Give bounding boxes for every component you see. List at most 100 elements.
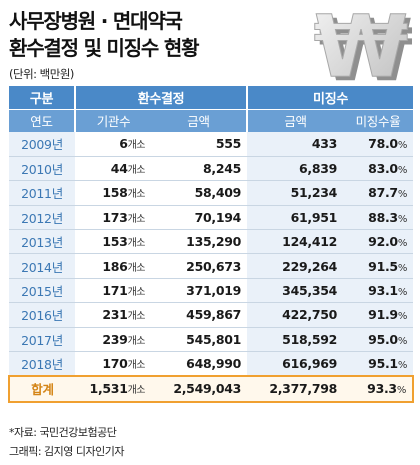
table-row: 2015년 171개소 371,019 345,354 93.1% xyxy=(9,278,414,304)
decision-amount-cell: 135,290 xyxy=(151,229,248,255)
status-table: 구분 환수결정 미징수 연도 기관수 금액 금액 미징수율 2009년 6개소 55… xyxy=(8,86,415,403)
year-cell: 2018년 xyxy=(9,351,75,377)
institution-count-cell: 173개소 xyxy=(75,205,151,231)
year-cell: 2011년 xyxy=(9,180,75,206)
count-suffix: 개소 xyxy=(127,287,146,299)
total-decision-cell: 2,549,043 xyxy=(151,374,248,403)
uncollected-rate-cell: 87.7% xyxy=(343,180,414,206)
decision-amount-cell: 545,801 xyxy=(151,327,248,353)
header-amount-decision: 금액 xyxy=(151,109,248,132)
uncollected-rate-cell: 95.0% xyxy=(343,327,414,353)
uncollected-rate-value: 91.9 xyxy=(368,307,398,323)
percent-suffix: % xyxy=(397,238,408,250)
year-cell: 2015년 xyxy=(9,278,75,304)
table-row: 2012년 173개소 70,194 61,951 88.3% xyxy=(9,205,414,231)
total-uncollected-cell: 2,377,798 xyxy=(247,374,344,403)
decision-amount-cell: 70,194 xyxy=(151,205,248,231)
percent-suffix: % xyxy=(397,140,408,152)
decision-amount-cell: 8,245 xyxy=(151,156,248,182)
total-count-cell: 1,531개소 xyxy=(75,374,151,403)
institution-count-value: 44 xyxy=(110,161,128,177)
header-institutions: 기관수 xyxy=(74,109,151,132)
institution-count-cell: 6개소 xyxy=(75,132,151,157)
institution-count-value: 171 xyxy=(102,283,128,299)
uncollected-amount-cell: 616,969 xyxy=(247,351,344,377)
count-suffix: 개소 xyxy=(127,238,146,250)
uncollected-rate-cell: 91.9% xyxy=(343,302,414,328)
institution-count-value: 239 xyxy=(102,331,128,347)
uncollected-rate-value: 91.5 xyxy=(368,258,398,274)
percent-suffix: % xyxy=(397,262,408,274)
total-label-cell: 합계 xyxy=(8,374,75,403)
uncollected-rate-value: 95.0 xyxy=(368,331,398,347)
uncollected-rate-value: 95.1 xyxy=(368,355,398,371)
year-cell: 2010년 xyxy=(9,156,75,182)
uncollected-rate-value: 87.7 xyxy=(368,185,398,201)
count-suffix: 개소 xyxy=(127,311,146,323)
header-group-decision: 환수결정 xyxy=(73,86,248,110)
header-year: 연도 xyxy=(9,109,75,132)
decision-amount-cell: 648,990 xyxy=(151,351,248,377)
uncollected-amount-cell: 61,951 xyxy=(247,205,344,231)
uncollected-rate-value: 78.0 xyxy=(368,136,398,152)
institution-count-cell: 158개소 xyxy=(75,180,151,206)
decision-amount-cell: 459,867 xyxy=(151,302,248,328)
year-cell: 2012년 xyxy=(9,205,75,231)
count-suffix: 개소 xyxy=(127,165,146,177)
decision-amount-cell: 371,019 xyxy=(151,278,248,304)
year-cell: 2016년 xyxy=(9,302,75,328)
uncollected-amount-cell: 6,839 xyxy=(247,156,344,182)
decision-amount-cell: 555 xyxy=(151,132,248,157)
uncollected-amount-cell: 433 xyxy=(247,132,344,157)
institution-count-cell: 239개소 xyxy=(75,327,151,353)
institution-count-cell: 170개소 xyxy=(75,351,151,377)
table-row: 2014년 186개소 250,673 229,264 91.5% xyxy=(9,253,414,279)
table-row: 2011년 158개소 58,409 51,234 87.7% xyxy=(9,180,414,206)
institution-count-value: 186 xyxy=(102,258,128,274)
total-row: 합계 1,531개소 2,549,043 2,377,798 93.3% xyxy=(8,374,415,403)
institution-count-cell: 44개소 xyxy=(75,156,151,182)
uncollected-rate-cell: 95.1% xyxy=(343,351,414,377)
total-count-value: 1,531 xyxy=(89,381,128,397)
uncollected-rate-cell: 92.0% xyxy=(343,229,414,255)
uncollected-rate-value: 92.0 xyxy=(368,234,398,250)
institution-count-cell: 186개소 xyxy=(75,253,151,279)
won-icon-shadow: ₩ xyxy=(319,6,412,92)
year-cell: 2009년 xyxy=(9,132,75,157)
percent-suffix: % xyxy=(397,335,408,347)
uncollected-rate-cell: 93.1% xyxy=(343,278,414,304)
uncollected-amount-cell: 345,354 xyxy=(247,278,344,304)
header-amount-uncollected: 금액 xyxy=(246,109,344,132)
count-suffix: 개소 xyxy=(127,189,146,201)
uncollected-amount-cell: 51,234 xyxy=(247,180,344,206)
header-row-columns: 연도 기관수 금액 금액 미징수율 xyxy=(9,109,414,132)
year-cell: 2013년 xyxy=(9,229,75,255)
decision-amount-cell: 58,409 xyxy=(151,180,248,206)
header-row-groups: 구분 환수결정 미징수 xyxy=(9,86,414,110)
count-suffix: 개소 xyxy=(127,385,146,397)
table-row: 2016년 231개소 459,867 422,750 91.9% xyxy=(9,302,414,328)
percent-suffix: % xyxy=(397,165,408,177)
total-rate-cell: 93.3% xyxy=(343,374,415,403)
count-suffix: 개소 xyxy=(127,262,146,274)
institution-count-cell: 153개소 xyxy=(75,229,151,255)
uncollected-rate-value: 83.0 xyxy=(368,161,398,177)
source-note: *자료: 국민건강보험공단 xyxy=(9,426,117,439)
percent-suffix: % xyxy=(397,213,408,225)
title-line-2: 환수결정 및 미징수 현황 xyxy=(9,36,199,60)
uncollected-amount-cell: 229,264 xyxy=(247,253,344,279)
won-icon: ₩ ₩ xyxy=(313,6,412,92)
table-row: 2017년 239개소 545,801 518,592 95.0% xyxy=(9,327,414,353)
percent-suffix: % xyxy=(397,189,408,201)
count-suffix: 개소 xyxy=(127,359,146,371)
header-category: 구분 xyxy=(9,86,75,110)
header-rate: 미징수율 xyxy=(343,109,414,132)
won-icon-face: ₩ xyxy=(314,6,409,92)
institution-count-value: 231 xyxy=(102,307,128,323)
uncollected-amount-cell: 422,750 xyxy=(247,302,344,328)
percent-suffix: % xyxy=(397,287,408,299)
table-row: 2010년 44개소 8,245 6,839 83.0% xyxy=(9,156,414,182)
year-cell: 2014년 xyxy=(9,253,75,279)
institution-count-cell: 171개소 xyxy=(75,278,151,304)
institution-count-value: 153 xyxy=(102,234,128,250)
